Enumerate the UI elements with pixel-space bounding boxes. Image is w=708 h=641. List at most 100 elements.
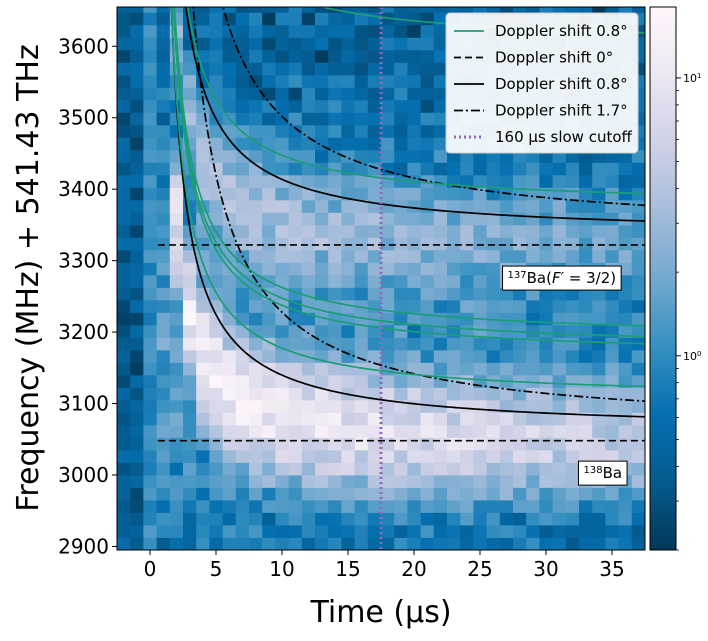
heatmap-cell <box>473 499 487 513</box>
heatmap-cell <box>499 512 514 526</box>
heatmap-cell <box>169 7 184 13</box>
heatmap-cell <box>288 524 303 538</box>
heatmap-cell <box>130 362 144 376</box>
heatmap-cell <box>222 387 237 401</box>
heatmap-cell <box>315 24 329 38</box>
heatmap-cell <box>143 24 157 38</box>
heatmap-cell <box>473 262 487 276</box>
heatmap-cell <box>394 112 408 126</box>
heatmap-cell <box>328 99 342 113</box>
heatmap-cell <box>183 287 197 301</box>
heatmap-cell <box>328 162 342 176</box>
heatmap-cell <box>262 199 276 213</box>
heatmap-cell <box>367 299 382 313</box>
heatmap-cell <box>130 449 144 463</box>
heatmap-cell <box>526 499 540 513</box>
heatmap-cell <box>486 537 501 550</box>
heatmap-cell <box>631 462 645 476</box>
heatmap-cell <box>420 199 435 213</box>
heatmap-cell <box>565 337 580 351</box>
heatmap-cell <box>420 387 435 401</box>
heatmap-cell <box>183 524 197 538</box>
heatmap-cell <box>513 412 527 426</box>
legend-label: 160 μs slow cutoff <box>495 128 633 146</box>
heatmap-cell <box>354 87 369 101</box>
heatmap-cell <box>222 24 237 38</box>
heatmap-cell <box>209 87 223 101</box>
heatmap-cell <box>381 474 395 488</box>
heatmap-cell <box>275 224 289 238</box>
heatmap-cell <box>117 99 131 113</box>
heatmap-cell <box>117 62 131 76</box>
heatmap-cell <box>196 149 210 163</box>
heatmap-cell <box>222 312 237 326</box>
heatmap-cell <box>275 12 289 26</box>
heatmap-cell <box>354 274 369 288</box>
heatmap-cell <box>249 187 263 201</box>
heatmap-cell <box>143 462 157 476</box>
heatmap-cell <box>605 349 619 363</box>
heatmap-cell <box>183 487 197 501</box>
heatmap-cell <box>130 12 144 26</box>
heatmap-cell <box>420 412 435 426</box>
heatmap-cell <box>301 412 316 426</box>
heatmap-cell <box>394 424 408 438</box>
heatmap-cell <box>143 62 157 76</box>
heatmap-cell <box>407 287 421 301</box>
heatmap-cell <box>156 87 171 101</box>
heatmap-cell <box>407 224 421 238</box>
legend-label: Doppler shift 0.8° <box>495 75 628 93</box>
heatmap-cell <box>130 437 144 451</box>
heatmap-cell <box>565 349 580 363</box>
heatmap-cell <box>288 199 303 213</box>
heatmap-cell <box>473 437 487 451</box>
heatmap-cell <box>262 537 276 550</box>
heatmap-cell <box>130 224 144 238</box>
heatmap-cell <box>579 324 593 338</box>
heatmap-cell <box>117 187 131 201</box>
heatmap-cell <box>539 374 553 388</box>
heatmap-cell <box>328 349 342 363</box>
heatmap-cell <box>618 324 633 338</box>
heatmap-cell <box>130 87 144 101</box>
heatmap-cell <box>579 374 593 388</box>
heatmap-cell <box>354 362 369 376</box>
heatmap-cell <box>592 362 606 376</box>
heatmap-cell <box>407 399 421 413</box>
heatmap-cell <box>499 449 514 463</box>
heatmap-cell <box>117 237 131 251</box>
heatmap-cell <box>394 162 408 176</box>
heatmap-cell <box>249 449 263 463</box>
heatmap-cell <box>130 49 144 63</box>
heatmap-cell <box>447 449 461 463</box>
heatmap-cell <box>539 412 553 426</box>
heatmap-cell <box>539 287 553 301</box>
heatmap-cell <box>460 349 474 363</box>
heatmap-cell <box>209 99 223 113</box>
heatmap-cell <box>605 362 619 376</box>
heatmap-cell <box>579 499 593 513</box>
heatmap-cell <box>447 237 461 251</box>
heatmap-cell <box>235 337 250 351</box>
heatmap-cell <box>117 212 131 226</box>
heatmap-cell <box>117 312 131 326</box>
heatmap-cell <box>473 299 487 313</box>
heatmap-cell <box>262 174 276 188</box>
heatmap-cell <box>618 349 633 363</box>
heatmap-cell <box>605 199 619 213</box>
heatmap-cell <box>513 362 527 376</box>
heatmap-cell <box>407 162 421 176</box>
heatmap-cell <box>156 137 171 151</box>
heatmap-cell <box>420 337 435 351</box>
heatmap-cell <box>460 287 474 301</box>
heatmap-cell <box>592 237 606 251</box>
heatmap-cell <box>367 399 382 413</box>
heatmap-cell <box>420 149 435 163</box>
heatmap-cell <box>367 149 382 163</box>
heatmap-cell <box>394 487 408 501</box>
heatmap-cell <box>526 174 540 188</box>
heatmap-cell <box>631 499 645 513</box>
heatmap-cell <box>169 474 184 488</box>
heatmap-cell <box>275 162 289 176</box>
heatmap-cell <box>473 187 487 201</box>
